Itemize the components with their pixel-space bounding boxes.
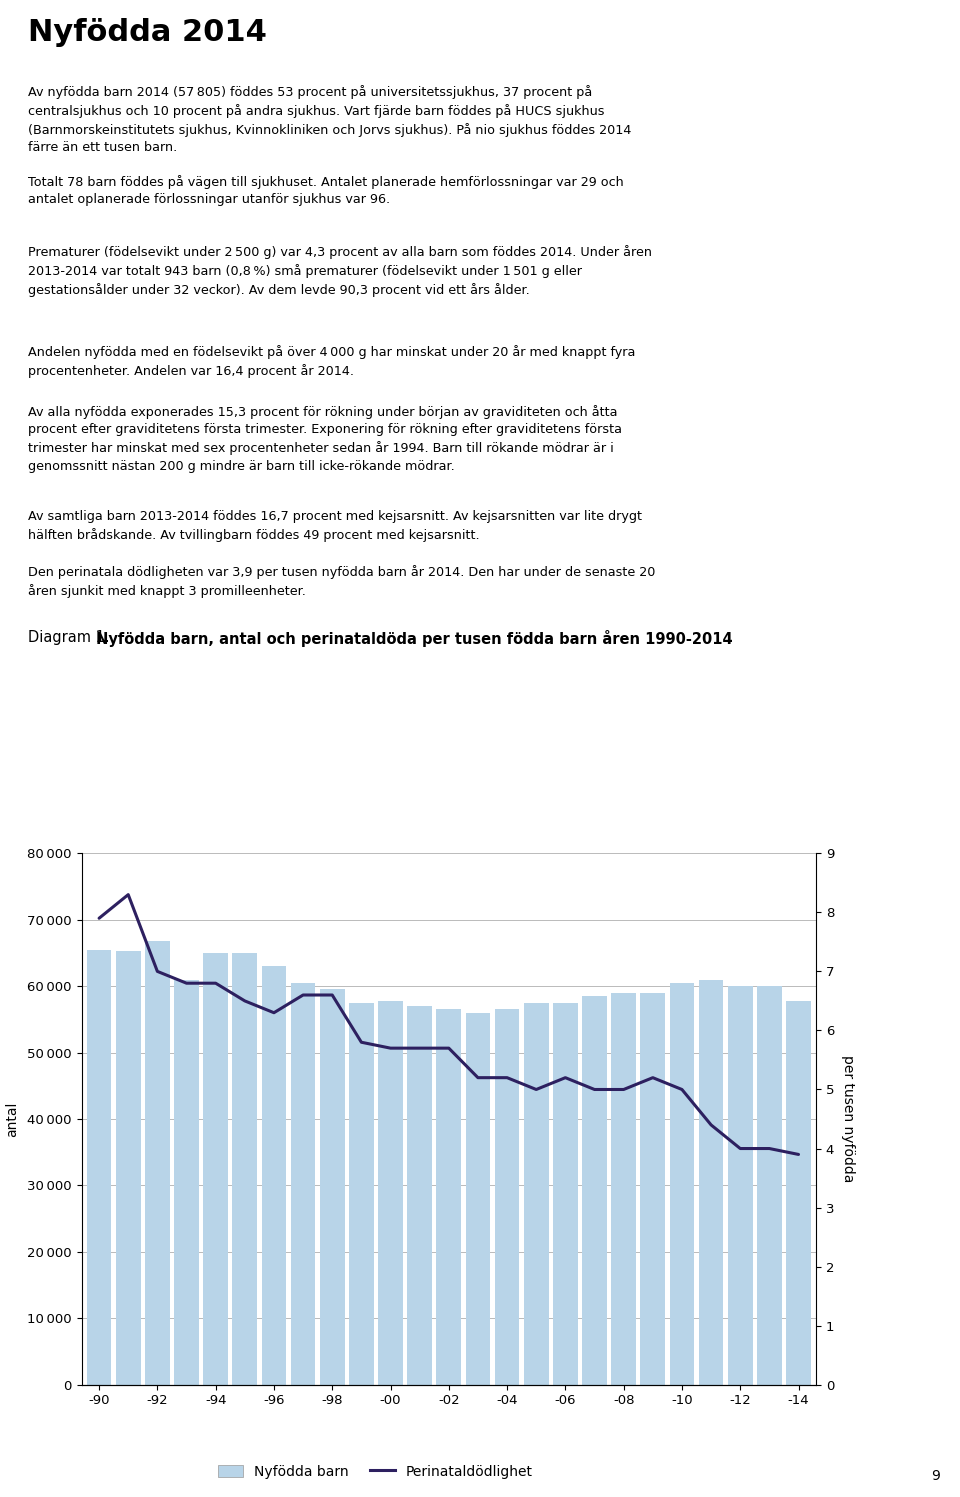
Text: Andelen nyfödda med en födelsevikt på över 4 000 g har minskat under 20 år med k: Andelen nyfödda med en födelsevikt på öv… — [28, 344, 636, 377]
Bar — [640, 993, 665, 1385]
Bar — [786, 1001, 811, 1385]
Bar — [582, 996, 607, 1385]
Bar — [524, 1003, 548, 1385]
Bar — [466, 1012, 491, 1385]
Bar — [116, 951, 140, 1385]
Bar — [86, 949, 111, 1385]
Legend: Nyfödda barn, Perinataldödlighet: Nyfödda barn, Perinataldödlighet — [212, 1460, 539, 1484]
Bar — [757, 987, 781, 1385]
Y-axis label: antal: antal — [5, 1102, 19, 1136]
Text: 9: 9 — [931, 1469, 940, 1484]
Bar — [669, 984, 694, 1385]
Bar — [437, 1009, 461, 1385]
Bar — [174, 979, 199, 1385]
Text: Av alla nyfödda exponerades 15,3 procent för rökning under början av graviditete: Av alla nyfödda exponerades 15,3 procent… — [28, 406, 622, 473]
Text: Av samtliga barn 2013-2014 föddes 16,7 procent med kejsarsnitt. Av kejsarsnitten: Av samtliga barn 2013-2014 föddes 16,7 p… — [28, 510, 642, 542]
Y-axis label: per tusen nyfödda: per tusen nyfödda — [841, 1055, 855, 1183]
Bar — [204, 954, 228, 1385]
Bar — [612, 993, 636, 1385]
Text: Nyfödda barn, antal och perinataldöda per tusen födda barn åren 1990-2014: Nyfödda barn, antal och perinataldöda pe… — [96, 630, 732, 647]
Text: Totalt 78 barn föddes på vägen till sjukhuset. Antalet planerade hemförlossninga: Totalt 78 barn föddes på vägen till sjuk… — [28, 175, 624, 207]
Bar — [553, 1003, 578, 1385]
Bar — [145, 942, 170, 1385]
Bar — [699, 979, 724, 1385]
Bar — [378, 1001, 403, 1385]
Bar — [728, 987, 753, 1385]
Bar — [320, 990, 345, 1385]
Text: Den perinatala dödligheten var 3,9 per tusen nyfödda barn år 2014. Den har under: Den perinatala dödligheten var 3,9 per t… — [28, 564, 656, 597]
Bar — [261, 966, 286, 1385]
Bar — [494, 1009, 519, 1385]
Bar — [291, 984, 316, 1385]
Text: Prematurer (födelsevikt under 2 500 g) var 4,3 procent av alla barn som föddes 2: Prematurer (födelsevikt under 2 500 g) v… — [28, 246, 652, 296]
Bar — [232, 954, 257, 1385]
Bar — [407, 1006, 432, 1385]
Text: Av nyfödda barn 2014 (57 805) föddes 53 procent på universitetssjukhus, 37 proce: Av nyfödda barn 2014 (57 805) föddes 53 … — [28, 85, 632, 154]
Bar — [349, 1003, 373, 1385]
Text: Nyfödda 2014: Nyfödda 2014 — [28, 18, 267, 46]
Text: Diagram 1.: Diagram 1. — [28, 630, 114, 645]
